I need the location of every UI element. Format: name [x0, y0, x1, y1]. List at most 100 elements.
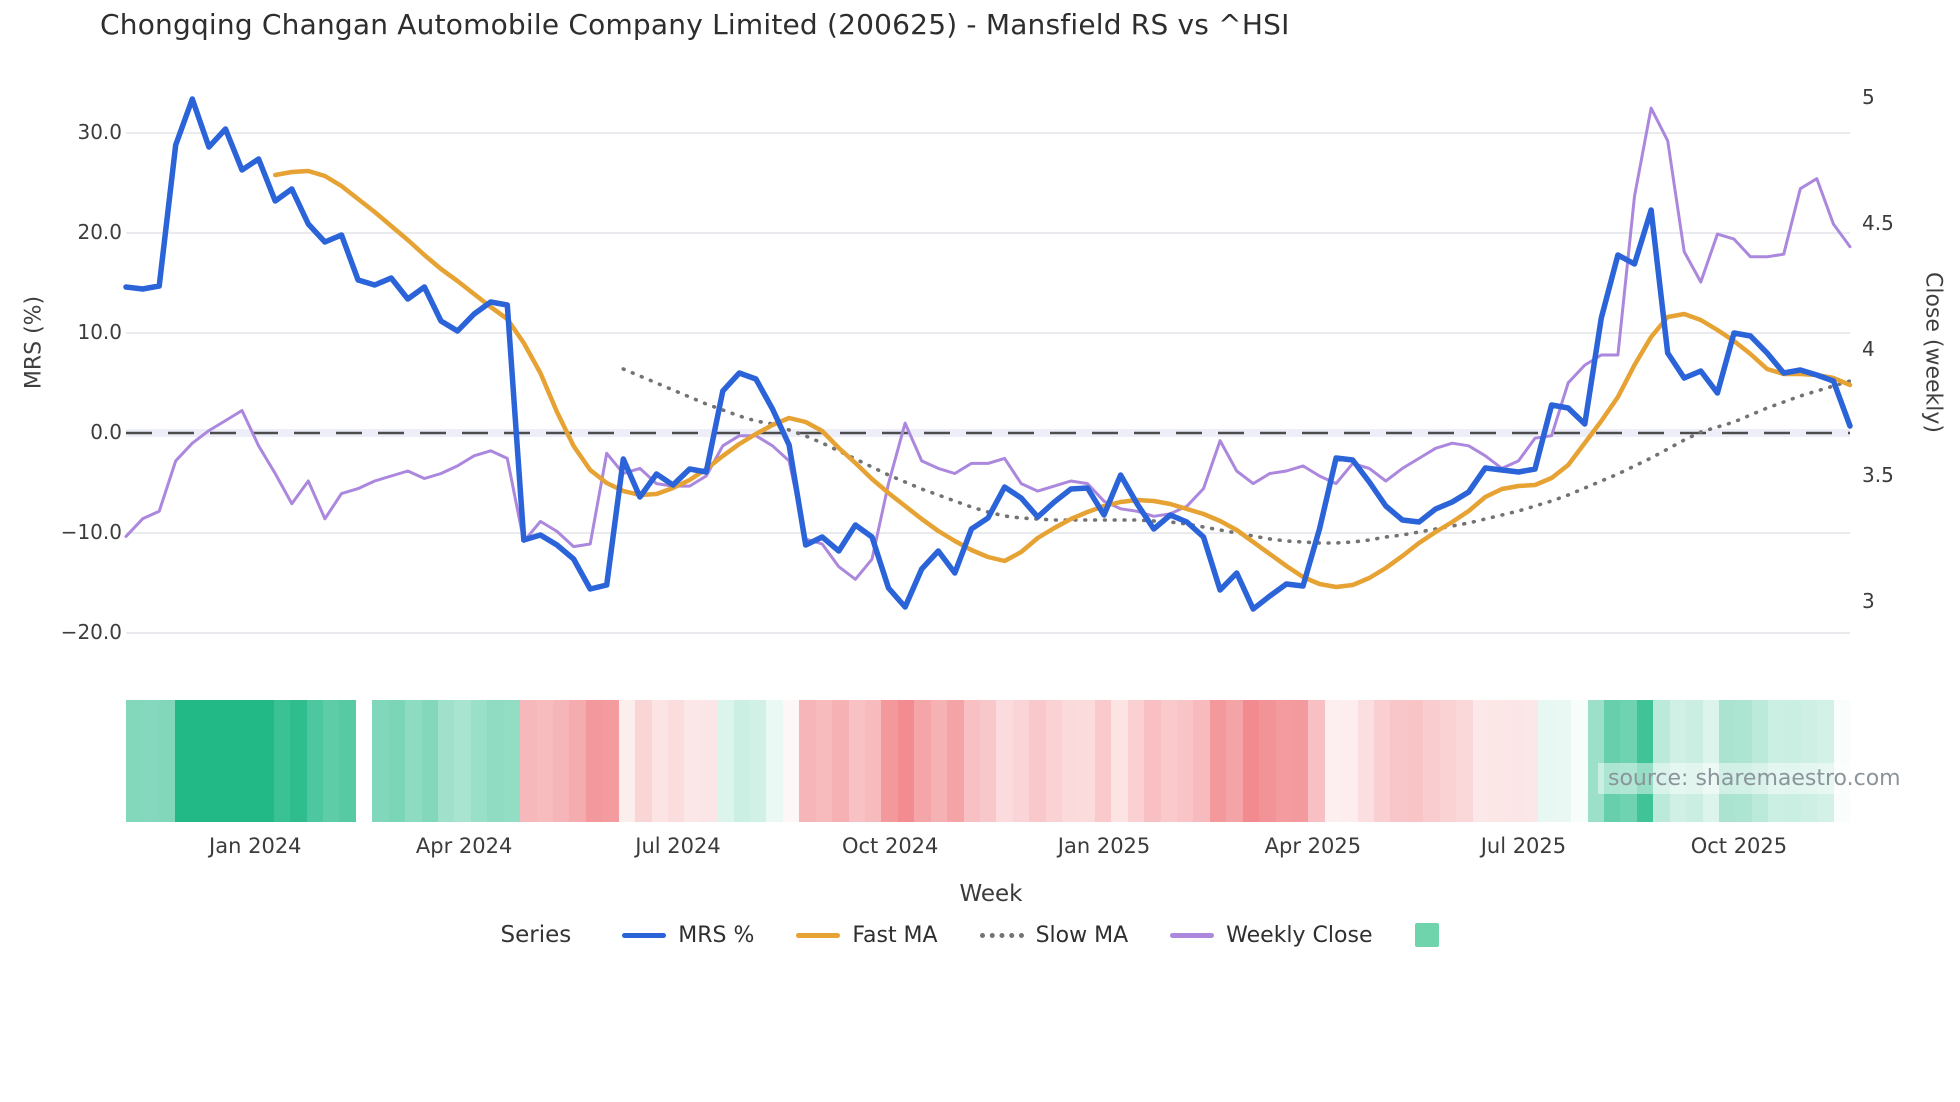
- source-note: source: sharemaestro.com: [1598, 763, 1911, 794]
- heatmap-cell: [1751, 700, 1769, 822]
- x-axis-tick-label: Apr 2025: [1264, 834, 1362, 858]
- legend-item-slow-ma[interactable]: Slow MA: [979, 923, 1128, 948]
- legend-item-label: Weekly Close: [1226, 922, 1373, 948]
- x-axis-tick-label: Jan 2025: [1057, 834, 1151, 858]
- legend-line-swatch-icon: [979, 932, 1024, 938]
- legend-title: Series: [500, 922, 572, 948]
- heatmap-cell: [1718, 700, 1736, 822]
- right-axis-tick-label: 3.5: [1862, 463, 1894, 487]
- x-axis-tick-label: Apr 2024: [415, 834, 513, 858]
- heatmap-cell: [306, 700, 324, 822]
- x-axis-tick-label: Oct 2024: [841, 834, 939, 858]
- heatmap-cell: [339, 700, 356, 822]
- heatmap-cell: [1193, 700, 1210, 822]
- heatmap-cell: [356, 700, 372, 822]
- legend-items: MRS % Fast MA Slow MA Weekly Close: [601, 923, 1459, 948]
- left-axis-tick-label: 10.0: [77, 320, 122, 344]
- heatmap-cell: [700, 700, 718, 822]
- x-axis-tick-label: Jan 2024: [209, 834, 302, 858]
- heatmap-cell: [438, 700, 455, 822]
- heatmap-cell: [1111, 700, 1128, 822]
- heatmap-cell: [1144, 700, 1161, 822]
- legend-item-heat-swatch[interactable]: [1414, 923, 1439, 947]
- heatmap-cell: [963, 700, 980, 822]
- heatmap-cell: [240, 700, 258, 822]
- heatmap-cell: [1374, 700, 1391, 822]
- heatmap-cell: [224, 700, 241, 822]
- heatmap-cell: [290, 700, 307, 822]
- heatmap-cell: [1603, 700, 1621, 822]
- heatmap-cell: [1357, 700, 1375, 822]
- right-axis-tick-label: 3: [1862, 589, 1875, 613]
- heatmap-cell: [1669, 700, 1687, 822]
- heatmap-cell: [1012, 700, 1030, 822]
- heatmap-cell: [1209, 700, 1227, 822]
- heatmap-cell: [1801, 700, 1818, 822]
- heatmap-cell: [421, 700, 439, 822]
- heatmap-cell: [1127, 700, 1145, 822]
- heatmap-cell: [323, 700, 340, 822]
- legend-item-fast-ma[interactable]: Fast MA: [796, 923, 938, 948]
- legend-item-mrs-[interactable]: MRS %: [622, 923, 754, 948]
- heatmap-cell: [1062, 700, 1079, 822]
- heatmap-cell: [273, 700, 291, 822]
- heatmap-cell: [1275, 700, 1292, 822]
- heatmap-cell: [733, 700, 751, 822]
- heatmap-cell: [1324, 700, 1342, 822]
- left-axis-title: MRS (%): [21, 295, 47, 390]
- heatmap-cell: [536, 700, 553, 822]
- heatmap-cell: [667, 700, 685, 822]
- right-axis-tick-label: 5: [1862, 85, 1875, 109]
- heatmap-cell: [635, 700, 652, 822]
- heatmap-cell: [503, 700, 521, 822]
- heatmap-cell: [1439, 700, 1457, 822]
- left-axis-tick-label: 0.0: [90, 420, 122, 444]
- heatmap-cell: [1259, 700, 1276, 822]
- heatmap-cell: [1489, 700, 1506, 822]
- heatmap-cell: [766, 700, 783, 822]
- heatmap-cell: [1571, 700, 1588, 822]
- heatmap-cell: [1456, 700, 1473, 822]
- heatmap-cell: [1521, 700, 1539, 822]
- heatmap-cell: [142, 700, 159, 822]
- heatmap-cell: [881, 700, 898, 822]
- heatmap-cell: [1817, 700, 1834, 822]
- heatmap-cell: [388, 700, 406, 822]
- heatmap-cell: [257, 700, 274, 822]
- heatmap-cell: [126, 700, 143, 822]
- heatmap-cell: [454, 700, 471, 822]
- heatmap-cell: [1735, 700, 1752, 822]
- series-line-mrs: [123, 96, 1853, 612]
- heatmap-cell: [947, 700, 964, 822]
- heatmap-cell: [1094, 700, 1112, 822]
- heatmap-cell: [1472, 700, 1490, 822]
- heatmap-cell: [520, 700, 537, 822]
- legend-square-swatch-icon: [1414, 923, 1439, 947]
- legend-line-swatch-icon: [1170, 932, 1215, 938]
- heatmap-cell: [1160, 700, 1177, 822]
- legend-line-swatch-icon: [622, 932, 667, 938]
- x-axis-tick-label: Jul 2025: [1480, 834, 1567, 858]
- legend-line-swatch-icon: [796, 932, 841, 938]
- heatmap-cell: [1390, 700, 1407, 822]
- legend-item-weekly-close[interactable]: Weekly Close: [1170, 922, 1373, 948]
- heatmap-cell: [979, 700, 997, 822]
- heatmap-cell: [897, 700, 915, 822]
- heatmap-cell: [1505, 700, 1522, 822]
- heatmap-cell: [799, 700, 816, 822]
- heatmap-cell: [191, 700, 209, 822]
- heatmap-cell: [1078, 700, 1095, 822]
- heatmap-cell: [1341, 700, 1358, 822]
- heatmap-cell: [585, 700, 603, 822]
- heatmap-cell: [1833, 700, 1851, 822]
- heatmap-cell: [1177, 700, 1194, 822]
- heatmap-cell: [405, 700, 422, 822]
- heatmap-cell: [1029, 700, 1046, 822]
- heatmap-cell: [864, 700, 882, 822]
- heatmap-cell: [569, 700, 586, 822]
- heatmap-cell: [1636, 700, 1654, 822]
- right-axis-tick-label: 4.5: [1862, 211, 1894, 235]
- heatmap-cell: [914, 700, 931, 822]
- right-axis-title: Close (weekly): [1920, 271, 1946, 434]
